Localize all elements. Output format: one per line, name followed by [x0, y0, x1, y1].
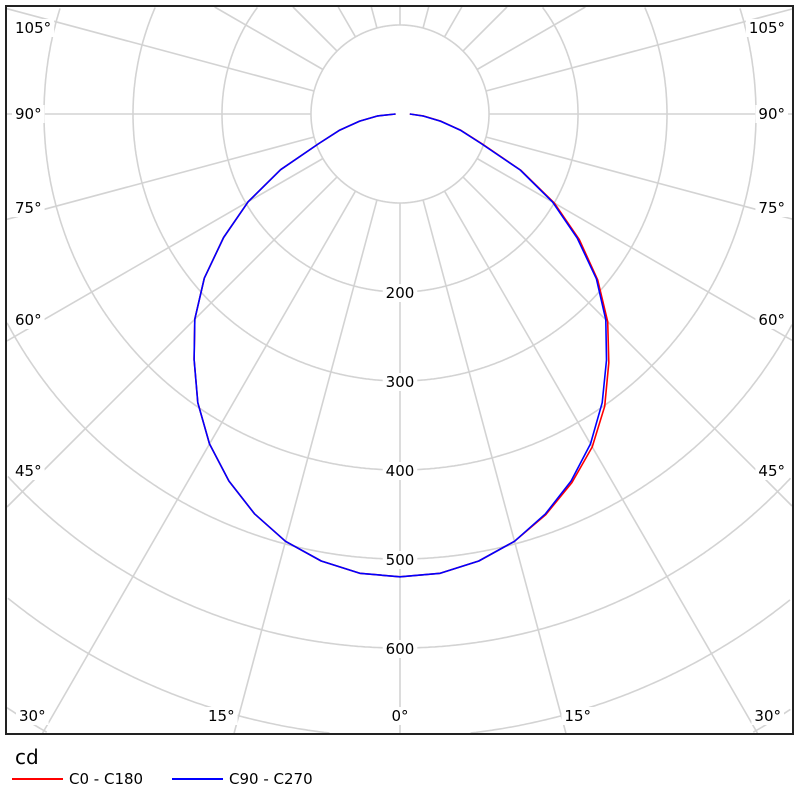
polar-intensity-chart: 105° 90° 75° 60° 45° 30° 15° 15° 30° 45° 60° 75° 90°…	[5, 5, 794, 735]
radial-tick-label-text: 600	[386, 640, 415, 658]
grid-spoke	[422, 199, 567, 734]
angle-label-bg	[561, 707, 594, 725]
angle-label: 75°	[12, 199, 45, 217]
radial-tick-label-bg	[382, 640, 418, 658]
angle-label-bg	[755, 462, 788, 480]
radial-tick-label: 400	[382, 462, 418, 480]
angle-label-text: 105°	[749, 19, 785, 37]
angle-label-bg	[751, 707, 784, 725]
angle-label-bg	[12, 199, 45, 217]
grid-spoke	[485, 136, 793, 220]
angle-label: 15°	[205, 707, 238, 725]
angle-label-text: 75°	[758, 199, 785, 217]
radial-tick-label-text: 200	[386, 284, 415, 302]
angle-label-text: 15°	[564, 707, 591, 725]
grid-spoke	[233, 199, 378, 734]
series-line-1	[193, 113, 608, 578]
angle-label: 45°	[12, 462, 45, 480]
radial-tick-label: 500	[382, 551, 418, 569]
legend-item-c0-c180: C0 - C180	[12, 770, 143, 788]
angle-label-text: 45°	[758, 462, 785, 480]
angle-label-text: 60°	[15, 311, 42, 329]
radial-tick-label-bg	[382, 373, 418, 391]
grid-spoke	[443, 190, 759, 734]
grid-spoke	[6, 136, 315, 221]
angle-label: 15°	[561, 707, 594, 725]
angle-label-bg	[755, 199, 788, 217]
angle-label-bg	[12, 462, 45, 480]
angle-label-bg	[388, 707, 412, 725]
grid-spoke	[292, 6, 338, 52]
angle-label-text: 30°	[754, 707, 781, 725]
angle-label-text: 90°	[758, 105, 785, 123]
angle-label-text: 105°	[15, 19, 51, 37]
legend-swatch-red	[12, 778, 63, 780]
grid-spoke	[370, 6, 378, 29]
angle-label-text: 60°	[758, 311, 785, 329]
legend: cd C0 - C180 C90 - C270	[0, 740, 800, 796]
grid-ring-100	[310, 24, 490, 204]
angle-label: 105°	[745, 19, 788, 37]
radial-tick-label-text: 500	[386, 551, 415, 569]
unit-label: cd	[15, 745, 39, 769]
angle-label-bg	[205, 707, 238, 725]
angle-label: 30°	[16, 707, 49, 725]
radial-tick-label-text: 300	[386, 373, 415, 391]
series-line-0	[193, 113, 610, 578]
angle-label: 105°	[12, 19, 55, 37]
grid-spoke	[462, 176, 793, 507]
polar-grid	[6, 6, 793, 734]
angle-label-bg	[755, 105, 788, 123]
legend-label: C0 - C180	[69, 770, 144, 788]
angle-label-text: 30°	[19, 707, 46, 725]
grid-spoke	[422, 6, 430, 29]
angle-label-text: 0°	[391, 707, 408, 725]
angle-label-bg	[755, 311, 788, 329]
angle-label: 90°	[755, 105, 788, 123]
angle-label-bg	[12, 105, 45, 123]
plot-frame	[5, 5, 794, 735]
angle-label-text: 90°	[15, 105, 42, 123]
grid-spoke	[214, 6, 324, 71]
angle-label-text: 75°	[15, 199, 42, 217]
axis-labels: 105° 90° 75° 60° 45° 30° 15° 15° 30° 45° 60° 75° 90°…	[12, 19, 788, 725]
radial-tick-label: 300	[382, 373, 418, 391]
angle-label-text: 15°	[208, 707, 235, 725]
angle-label-bg	[16, 707, 49, 725]
legend-swatch-blue	[172, 778, 223, 780]
grid-spoke	[462, 6, 508, 52]
angle-label-bg	[745, 19, 788, 37]
grid-spoke	[337, 6, 357, 38]
grid-spoke	[485, 8, 793, 92]
radial-tick-label-bg	[382, 462, 418, 480]
angle-label: 0°	[388, 707, 412, 725]
legend-item-c90-c270: C90 - C270	[172, 770, 313, 788]
angle-label-bg	[12, 311, 45, 329]
legend-label: C90 - C270	[229, 770, 313, 788]
angle-label: 75°	[755, 199, 788, 217]
radial-tick-label: 600	[382, 640, 418, 658]
grid-ring-700	[470, 599, 791, 734]
grid-spoke	[6, 176, 338, 508]
angle-label-bg	[12, 19, 55, 37]
angle-label-text: 45°	[15, 462, 42, 480]
radial-tick-label-bg	[382, 284, 418, 302]
angle-label: 45°	[755, 462, 788, 480]
angle-label: 90°	[12, 105, 45, 123]
angle-label: 30°	[751, 707, 784, 725]
radial-tick-label: 200	[382, 284, 418, 302]
angle-label: 60°	[12, 311, 45, 329]
grid-spoke	[443, 6, 463, 38]
grid-spoke	[476, 157, 793, 342]
grid-spoke	[6, 7, 315, 92]
intensity-curves	[193, 113, 610, 578]
grid-spoke	[6, 157, 324, 342]
grid-ring-700	[7, 597, 330, 734]
angle-label: 60°	[755, 311, 788, 329]
grid-spoke	[476, 6, 586, 71]
radial-tick-label-text: 400	[386, 462, 415, 480]
radial-tick-label-bg	[382, 551, 418, 569]
grid-spoke	[41, 190, 357, 734]
